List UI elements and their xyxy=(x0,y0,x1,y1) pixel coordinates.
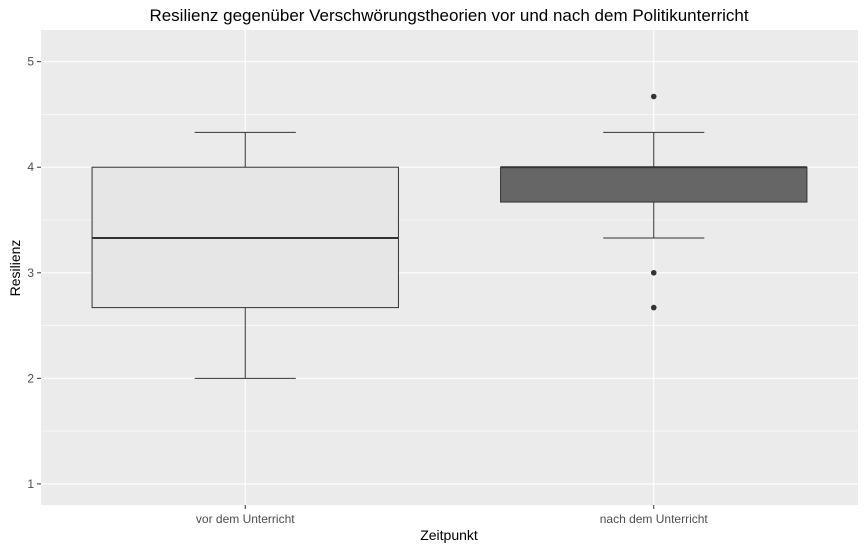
x-tick-label: vor dem Unterricht xyxy=(196,512,295,526)
box-group xyxy=(91,131,399,379)
outlier-point xyxy=(650,304,657,311)
y-tick-label: 4 xyxy=(27,160,34,174)
outlier-point xyxy=(650,269,657,276)
x-axis-title: Zeitpunkt xyxy=(420,527,478,543)
chart-title: Resilienz gegenüber Verschwörungstheorie… xyxy=(149,6,748,25)
y-tick-label: 3 xyxy=(27,266,34,280)
box-group xyxy=(500,93,808,311)
boxes xyxy=(91,93,808,379)
iqr-box xyxy=(500,166,808,203)
x-axis-ticks: vor dem Unterricht nach dem Unterricht xyxy=(196,505,709,526)
y-axis-title: Resilienz xyxy=(7,240,23,297)
y-tick-label: 1 xyxy=(27,477,34,491)
outlier-point xyxy=(650,93,657,100)
y-tick-label: 5 xyxy=(27,55,34,69)
x-tick-label: nach dem Unterricht xyxy=(600,512,709,526)
y-axis-ticks: 1 2 3 4 5 xyxy=(27,55,41,491)
y-tick-label: 2 xyxy=(27,371,34,385)
